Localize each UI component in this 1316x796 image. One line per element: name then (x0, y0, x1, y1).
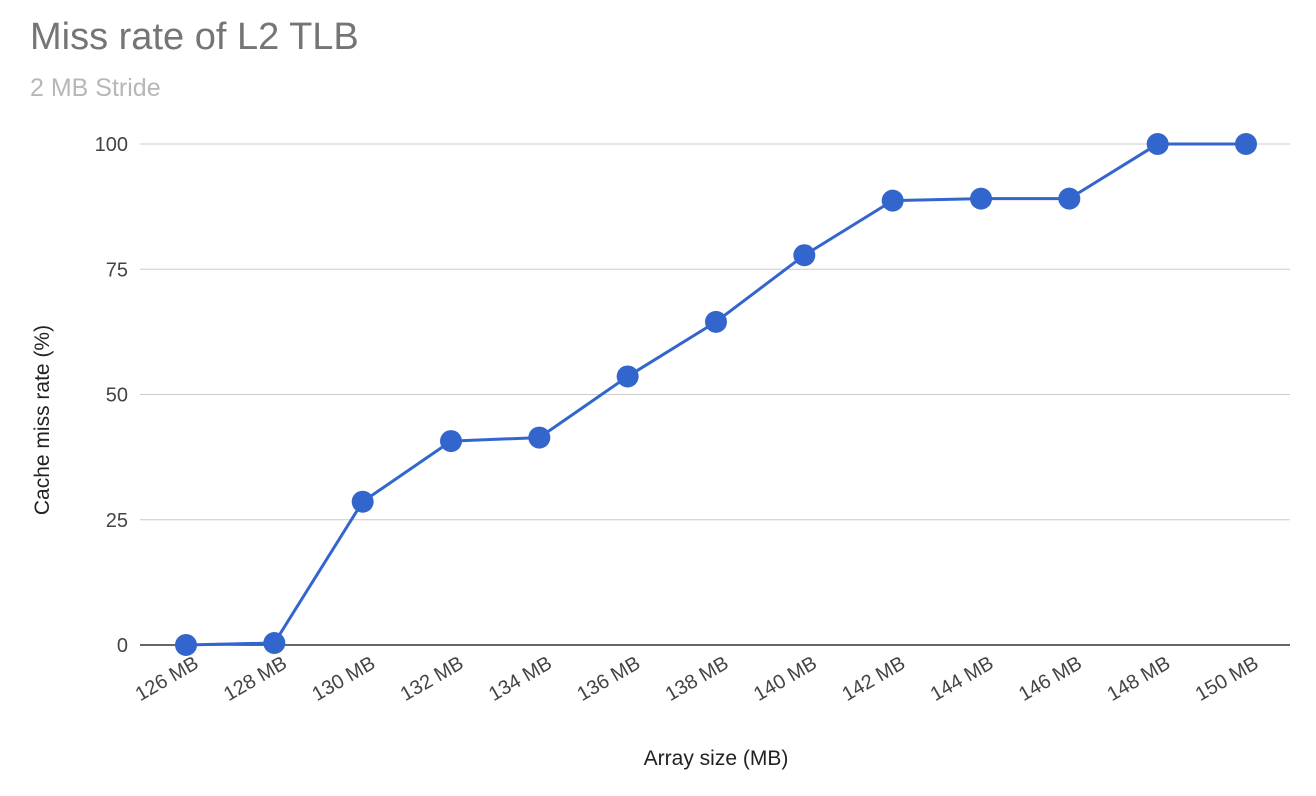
data-point (616, 365, 639, 388)
x-tick-label: 150 MB (1192, 652, 1263, 706)
x-tick-labels: 126 MB 128 MB 130 MB 132 MB 134 MB 136 MB 138 … (132, 652, 1263, 706)
x-tick-label: 146 MB (1015, 652, 1086, 706)
y-tick-label: 75 (106, 259, 128, 281)
data-point (528, 426, 551, 449)
x-tick-label: 128 MB (220, 652, 291, 706)
y-axis-title: Cache miss rate (%) (31, 325, 54, 515)
data-points (175, 133, 1257, 656)
y-tick-label: 100 (95, 134, 128, 156)
y-tick-label: 0 (117, 635, 128, 657)
x-tick-label: 138 MB (662, 652, 733, 706)
y-tick-label: 50 (106, 385, 128, 407)
x-tick-label: 144 MB (927, 652, 998, 706)
data-point (263, 631, 286, 654)
y-tick-labels: 0 25 50 75 100 (95, 134, 128, 657)
x-tick-label: 130 MB (308, 652, 379, 706)
x-tick-label: 140 MB (750, 652, 821, 706)
chart-title: Miss rate of L2 TLB (30, 16, 359, 58)
x-tick-label: 136 MB (573, 652, 644, 706)
x-axis-title: Array size (MB) (644, 747, 789, 770)
data-point (351, 490, 374, 513)
data-point (705, 310, 727, 333)
y-tick-label: 25 (106, 510, 128, 532)
data-point (175, 634, 197, 656)
data-point (1146, 133, 1169, 155)
x-tick-label: 126 MB (132, 652, 203, 706)
data-point (1058, 187, 1081, 210)
data-point (970, 187, 992, 210)
x-tick-label: 134 MB (485, 652, 556, 706)
x-tick-label: 142 MB (838, 652, 909, 706)
data-point (793, 244, 816, 267)
chart-subtitle: 2 MB Stride (30, 74, 161, 102)
data-point (1235, 133, 1257, 155)
gridlines (140, 143, 1290, 521)
data-point (440, 430, 462, 453)
data-point (881, 189, 904, 212)
x-tick-label: 148 MB (1103, 652, 1174, 706)
x-tick-label: 132 MB (397, 652, 468, 706)
